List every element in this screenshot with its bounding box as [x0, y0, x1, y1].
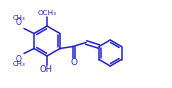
Text: O: O: [71, 58, 78, 67]
Text: O: O: [16, 55, 22, 64]
Text: CH₃: CH₃: [13, 62, 25, 67]
Text: O: O: [16, 18, 22, 27]
Text: OCH₃: OCH₃: [37, 10, 56, 16]
Text: OH: OH: [40, 65, 52, 75]
Text: CH₃: CH₃: [13, 15, 25, 21]
